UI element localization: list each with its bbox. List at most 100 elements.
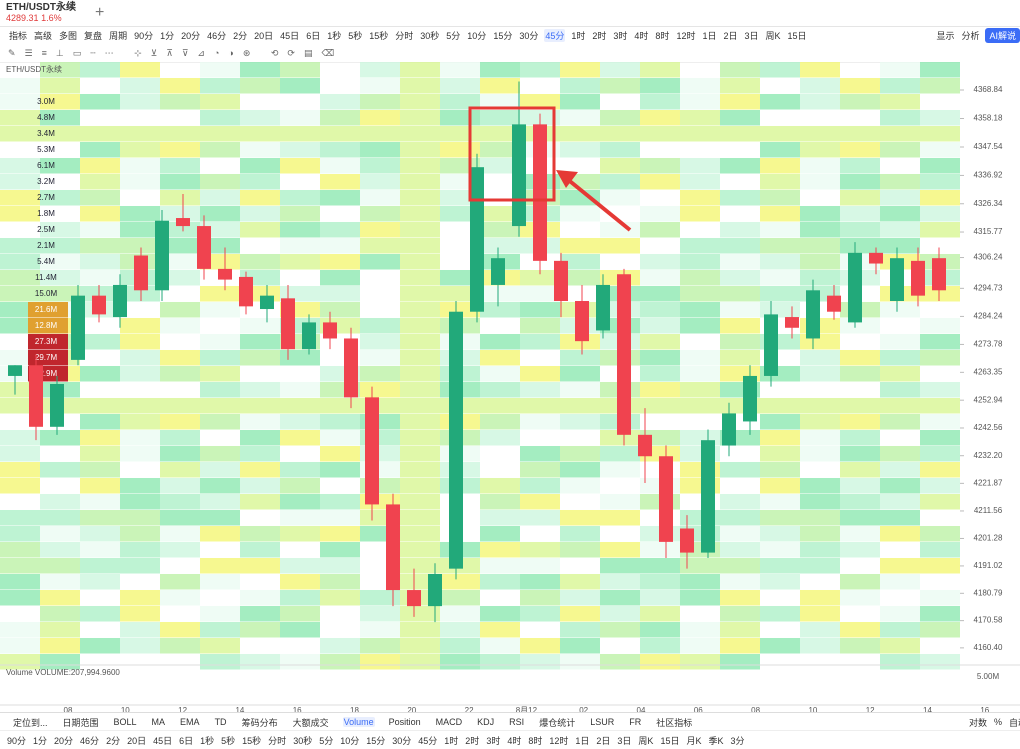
interval-button[interactable]: 4时 [507, 735, 522, 746]
interval-button[interactable]: 30秒 [293, 735, 313, 746]
interval-button[interactable]: 90分 [7, 735, 27, 746]
indicator-tab[interactable]: RSI [509, 717, 525, 727]
interval-button[interactable]: 季K [708, 735, 724, 746]
indicator-tab[interactable]: 筹码分布 [241, 717, 278, 728]
indicator-tab[interactable]: 爆仓统计 [539, 717, 576, 728]
heatmap-cell [400, 494, 440, 510]
interval-button[interactable]: 30分 [519, 30, 539, 41]
toolbar-button[interactable]: 高级 [34, 30, 53, 41]
interval-button[interactable]: 15分 [366, 735, 386, 746]
interval-button[interactable]: 45日 [280, 30, 300, 41]
interval-button[interactable]: 1日 [575, 735, 590, 746]
interval-button[interactable]: 6日 [306, 30, 321, 41]
interval-button[interactable]: 6日 [179, 735, 194, 746]
interval-button[interactable]: 20分 [54, 735, 74, 746]
interval-button[interactable]: 月K [686, 735, 702, 746]
interval-button[interactable]: 20日 [254, 30, 274, 41]
interval-button[interactable]: 2日 [723, 30, 738, 41]
heatmap-cell [600, 606, 640, 622]
interval-button[interactable]: 周K [765, 30, 781, 41]
interval-button[interactable]: 12时 [549, 735, 569, 746]
interval-button[interactable]: 1秒 [327, 30, 342, 41]
interval-button[interactable]: 46分 [80, 735, 100, 746]
interval-button[interactable]: 2分 [106, 735, 121, 746]
interval-button[interactable]: 30分 [392, 735, 412, 746]
heatmap-cell [40, 430, 80, 446]
scale-option[interactable]: 自动 [1008, 717, 1020, 728]
interval-button[interactable]: 2日 [596, 735, 611, 746]
indicator-tab[interactable]: 大额成交 [292, 717, 329, 728]
interval-button[interactable]: 分时 [395, 30, 414, 41]
interval-button[interactable]: 15秒 [369, 30, 389, 41]
interval-button[interactable]: 5分 [319, 735, 334, 746]
interval-button[interactable]: 45分 [418, 735, 438, 746]
right-button[interactable]: 显示 [936, 30, 955, 41]
interval-button[interactable]: 1分 [160, 30, 175, 41]
interval-button[interactable]: 1分 [33, 735, 48, 746]
interval-button[interactable]: 5秒 [221, 735, 236, 746]
interval-button[interactable]: 3时 [613, 30, 628, 41]
interval-button[interactable]: 45日 [153, 735, 173, 746]
indicator-tab[interactable]: 日期范围 [62, 717, 99, 728]
interval-button[interactable]: 20日 [127, 735, 147, 746]
interval-button[interactable]: 3时 [486, 735, 501, 746]
right-button[interactable]: 分析 [961, 30, 980, 41]
indicator-tab[interactable]: MACD [435, 717, 463, 727]
indicator-tab[interactable]: TD [214, 717, 227, 727]
interval-button[interactable]: 3日 [617, 735, 632, 746]
heatmap-cell [600, 622, 640, 638]
interval-button[interactable]: 8时 [655, 30, 670, 41]
interval-button[interactable]: 3分 [730, 735, 745, 746]
heatmap-label: 12.8M [35, 321, 58, 330]
indicator-tab[interactable]: BOLL [113, 717, 137, 727]
interval-button[interactable]: 1日 [702, 30, 717, 41]
indicator-tab[interactable]: MA [151, 717, 166, 727]
interval-button[interactable]: 8时 [528, 735, 543, 746]
indicator-tab[interactable]: Position [388, 717, 421, 727]
scale-option[interactable]: % [993, 717, 1002, 727]
indicator-tab[interactable]: LSUR [590, 717, 615, 727]
symbol-tab[interactable]: ETH/USDT永续 4289.31 1.6% [0, 2, 76, 24]
candle-body [869, 252, 883, 264]
interval-button[interactable]: 12时 [676, 30, 696, 41]
interval-button[interactable]: 3日 [744, 30, 759, 41]
interval-button[interactable]: 90分 [134, 30, 154, 41]
interval-button[interactable]: 1时 [571, 30, 586, 41]
right-button[interactable]: AI解说 [985, 27, 1020, 43]
interval-button[interactable]: 周K [638, 735, 654, 746]
interval-button[interactable]: 5分 [446, 30, 461, 41]
heatmap-cell [640, 94, 680, 110]
interval-button[interactable]: 30秒 [420, 30, 440, 41]
interval-button[interactable]: 2时 [592, 30, 607, 41]
interval-button[interactable]: 15日 [660, 735, 680, 746]
interval-button[interactable]: 2时 [465, 735, 480, 746]
interval-button[interactable]: 4时 [634, 30, 649, 41]
interval-button[interactable]: 15秒 [242, 735, 262, 746]
toolbar-button[interactable]: 多图 [59, 30, 78, 41]
indicator-tab[interactable]: 社区指标 [656, 717, 693, 728]
indicator-tab[interactable]: KDJ [477, 717, 495, 727]
interval-button[interactable]: 15分 [493, 30, 513, 41]
interval-button[interactable]: 10分 [340, 735, 360, 746]
indicator-tab[interactable]: 定位到... [13, 717, 48, 728]
toolbar-button[interactable]: 周期 [109, 30, 128, 41]
interval-button[interactable]: 2分 [233, 30, 248, 41]
interval-button[interactable]: 15日 [787, 30, 807, 41]
interval-button[interactable]: 46分 [207, 30, 227, 41]
interval-button[interactable]: 5秒 [348, 30, 363, 41]
interval-button[interactable]: 1秒 [200, 735, 215, 746]
interval-button[interactable]: 45分 [544, 28, 566, 42]
interval-button[interactable]: 1时 [444, 735, 459, 746]
add-tab[interactable]: + [95, 4, 105, 21]
indicator-tab[interactable]: FR [629, 717, 642, 727]
toolbar-button[interactable]: 指标 [9, 30, 28, 41]
indicator-tab[interactable]: EMA [180, 717, 200, 727]
interval-button[interactable]: 分时 [268, 735, 287, 746]
interval-button[interactable]: 10分 [467, 30, 487, 41]
candle-body [281, 298, 295, 350]
heatmap-cell [40, 190, 80, 206]
toolbar-button[interactable]: 复盘 [84, 30, 103, 41]
interval-button[interactable]: 20分 [181, 30, 201, 41]
scale-option[interactable]: 对数 [968, 717, 987, 728]
indicator-tab[interactable]: Volume [342, 717, 375, 727]
